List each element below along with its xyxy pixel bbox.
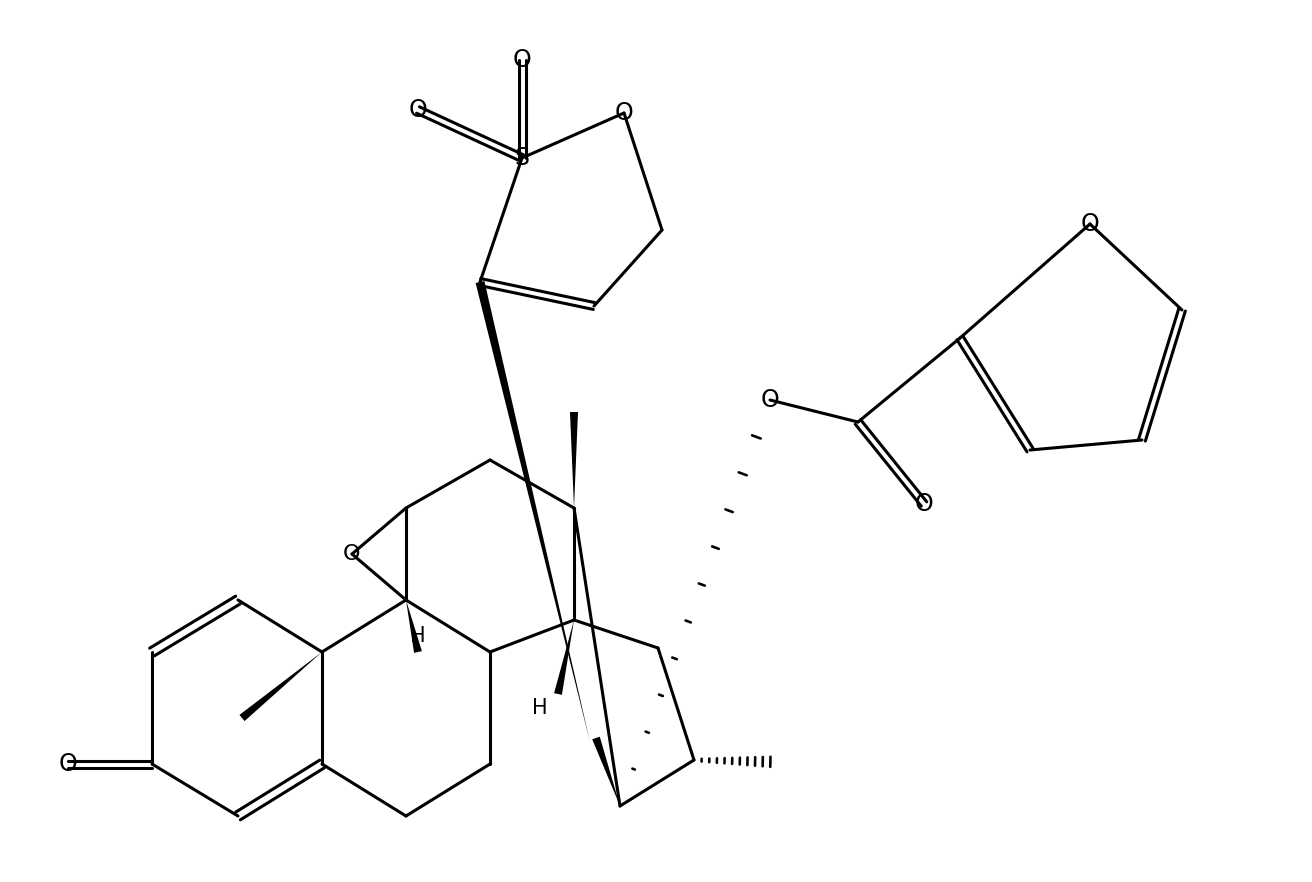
Text: H: H — [411, 626, 426, 646]
Text: O: O — [614, 101, 634, 125]
Polygon shape — [405, 600, 422, 653]
Polygon shape — [240, 652, 321, 721]
Text: O: O — [1081, 212, 1099, 236]
Text: O: O — [344, 544, 361, 564]
Text: O: O — [914, 492, 933, 516]
Text: O: O — [59, 752, 77, 776]
Text: O: O — [761, 388, 779, 412]
Polygon shape — [592, 736, 621, 806]
Text: O: O — [513, 48, 531, 72]
Text: H: H — [533, 698, 548, 718]
Polygon shape — [569, 412, 579, 508]
Polygon shape — [476, 281, 590, 742]
Polygon shape — [554, 620, 575, 695]
Text: O: O — [408, 98, 428, 122]
Text: S: S — [514, 146, 530, 170]
